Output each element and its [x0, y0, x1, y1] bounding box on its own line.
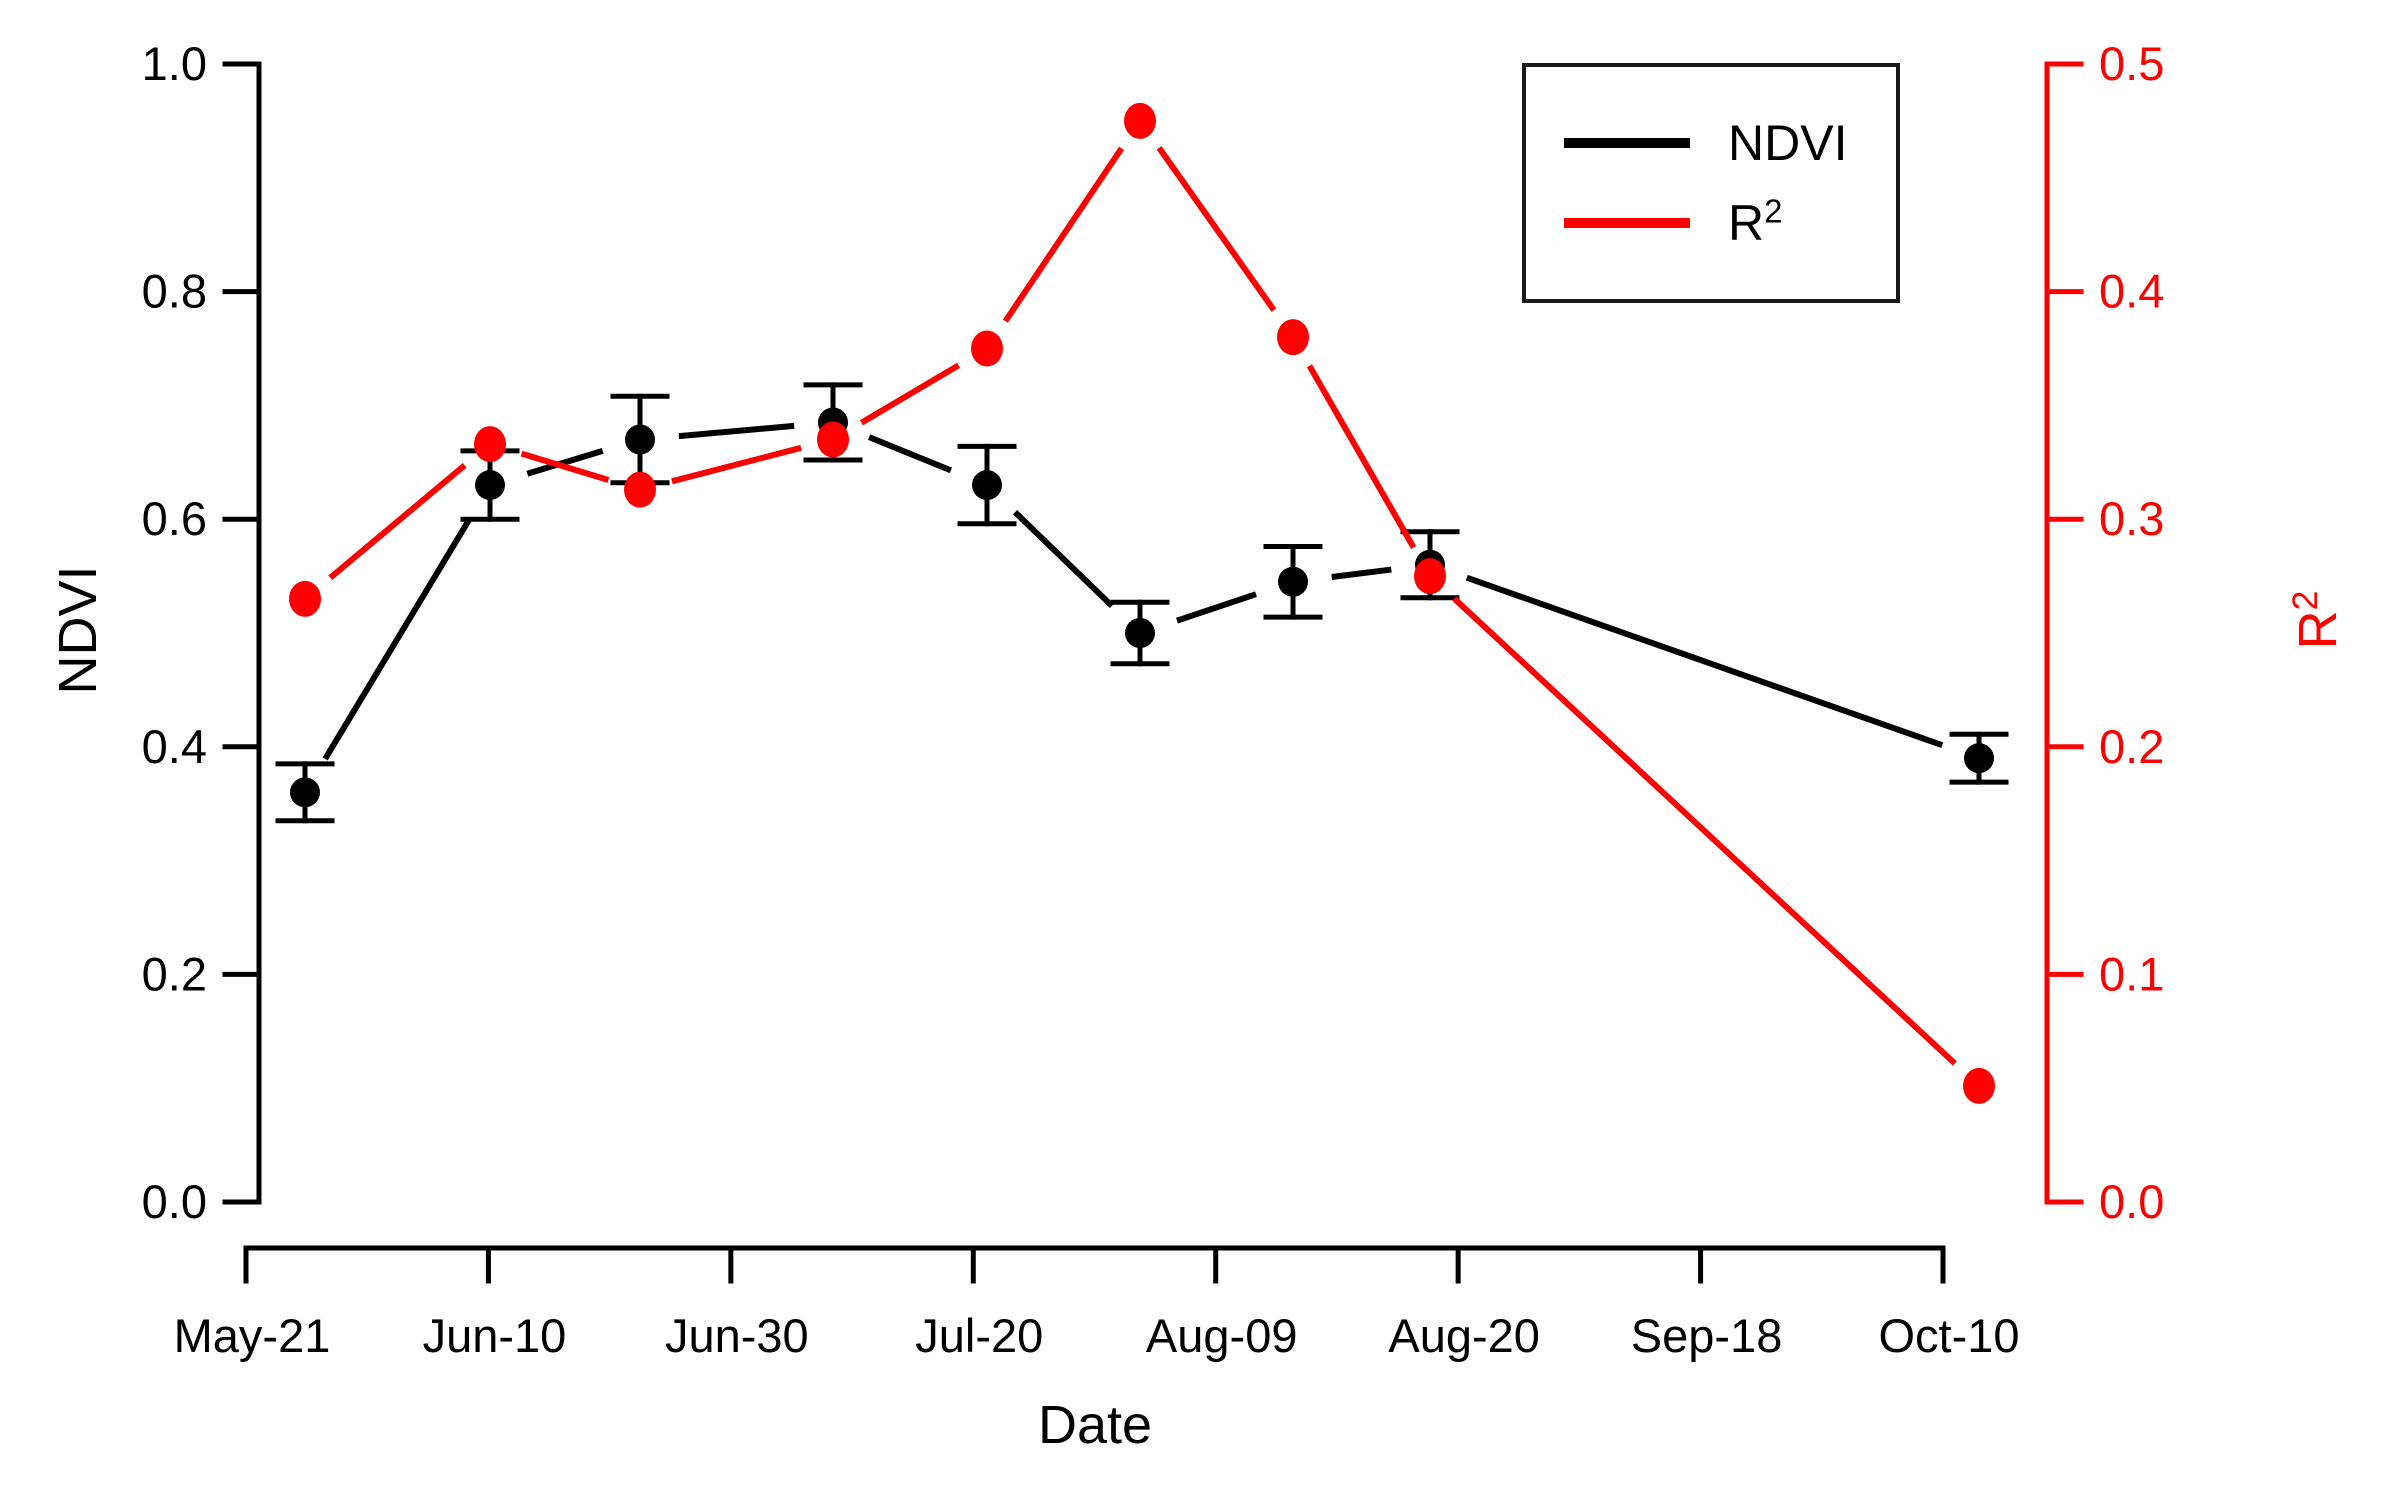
y-right-axis-title-base: R	[2288, 610, 2348, 650]
ndvi-line-segment	[322, 516, 473, 761]
r2-point	[971, 330, 1003, 367]
ndvi-line-segment	[868, 434, 952, 474]
y-right-tick-label: 0.0	[2099, 1175, 2164, 1228]
r2-point	[1963, 1067, 1995, 1104]
r2-line-segment	[1306, 364, 1417, 549]
r2-line-segment	[520, 450, 610, 483]
y-right-tick-label: 0.3	[2099, 492, 2164, 545]
y-right-axis-title: R2	[2285, 420, 2348, 820]
ndvi-point	[475, 470, 505, 501]
ndvi-point	[1125, 618, 1155, 648]
legend-label-r2-base: R	[1728, 195, 1765, 251]
ndvi-point	[972, 470, 1002, 501]
r2-point	[1277, 319, 1309, 356]
r2-point	[817, 421, 849, 458]
r2-point	[624, 471, 656, 508]
r2-point	[1124, 102, 1156, 139]
y-left-tick-label: 0.0	[142, 1175, 207, 1228]
y-right-tick-label: 0.2	[2099, 720, 2164, 773]
r2-point	[289, 580, 321, 617]
y-left-tick-label: 0.8	[142, 265, 207, 318]
y-left-axis-title: NDVI	[48, 565, 108, 695]
x-tick-label: Jul-20	[915, 1309, 1043, 1362]
ndvi-line-segment	[1331, 566, 1392, 580]
ndvi-point	[290, 777, 320, 808]
r2-line-segment	[1452, 596, 1957, 1066]
r2-line-swatch	[1564, 218, 1690, 228]
y-right-axis-title-sup: 2	[2285, 590, 2325, 611]
x-tick-label: Jun-10	[423, 1309, 567, 1362]
legend-label-ndvi: NDVI	[1728, 115, 1848, 171]
x-tick-label: Aug-09	[1146, 1309, 1298, 1362]
y-left-tick-label: 0.4	[142, 720, 207, 773]
x-axis-title: Date	[1037, 1395, 1153, 1455]
y-right-tick-label: 0.5	[2099, 37, 2164, 90]
y-right-tick-label: 0.4	[2099, 265, 2164, 318]
ndvi-line-swatch	[1564, 138, 1690, 148]
legend-item-ndvi: NDVI	[1564, 118, 1896, 168]
r2-line-segment	[859, 362, 961, 426]
legend-item-r2: R2	[1564, 194, 1896, 251]
legend-label-r2: R2	[1728, 194, 1782, 251]
ndvi-line-segment	[1012, 510, 1115, 609]
y-right-tick-label: 0.1	[2099, 947, 2164, 1000]
ndvi-point	[625, 424, 655, 455]
ndvi-line-segment	[1176, 591, 1257, 624]
ndvi-line-segment	[1465, 574, 1944, 749]
ndvi-line-segment	[526, 447, 604, 477]
r2-point	[1414, 558, 1446, 595]
x-tick-label: May-21	[174, 1309, 331, 1362]
x-tick-label: Aug-20	[1388, 1309, 1540, 1362]
r2-point	[474, 426, 506, 463]
y-left-tick-label: 1.0	[142, 37, 207, 90]
r2-line-segment	[671, 444, 802, 485]
ndvi-point	[1278, 566, 1308, 597]
ndvi-point	[1964, 743, 1994, 774]
x-tick-label: Jun-30	[665, 1309, 809, 1362]
legend-box: NDVI R2	[1522, 63, 1900, 303]
x-tick-label: Sep-18	[1631, 1309, 1783, 1362]
r2-line-segment	[328, 462, 467, 580]
x-tick-label: Oct-10	[1878, 1309, 2019, 1362]
ndvi-line-segment	[678, 422, 795, 440]
y-left-tick-label: 0.6	[142, 492, 207, 545]
r2-line-segment	[1156, 146, 1277, 312]
legend-label-r2-sup: 2	[1764, 192, 1783, 230]
r2-line-segment	[1002, 146, 1125, 323]
y-left-tick-label: 0.2	[142, 947, 207, 1000]
